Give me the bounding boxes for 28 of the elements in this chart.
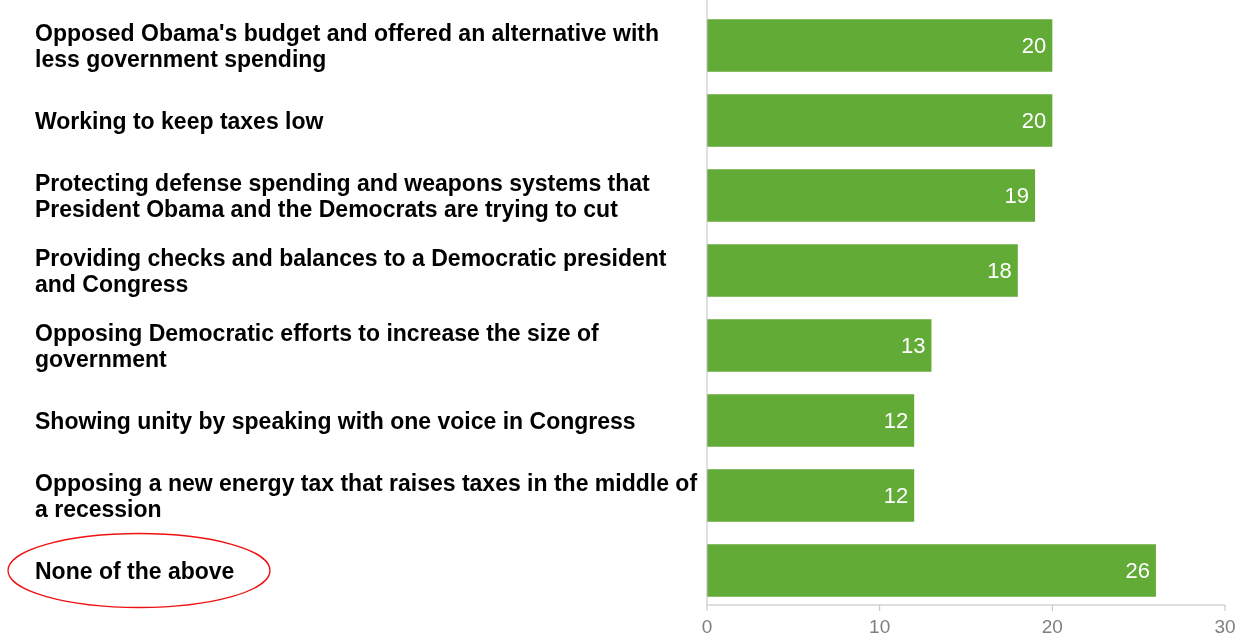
bar [707,244,1018,297]
bar [707,319,932,372]
data-label: 13 [900,333,926,359]
y-tick-label: Opposed Obama's budget and offered an alternative with less government spending [35,19,660,72]
bar [707,394,915,447]
bar [707,169,1036,222]
bar [707,544,1156,597]
data-label: 20 [1021,33,1047,59]
data-label: 18 [987,258,1012,284]
bar [707,469,915,522]
x-tick-label: 20 [1041,616,1063,637]
y-tick-label: Providing checks and balances to a Democratic president and Congress [35,244,667,297]
y-tick-label: None of the above [35,557,235,584]
y-tick-label: Working to keep taxes low [35,107,324,134]
data-label: 12 [883,483,909,509]
x-tick-label: 30 [1214,616,1236,637]
y-tick-label: Showing unity by speaking with one voice in Congress [35,407,636,434]
x-tick-label: 0 [701,616,713,637]
y-tick-label: Opposing a new energy tax that raises taxes in the middle of a recession [35,469,698,522]
y-tick-label: Protecting defense spending and weapons systems that President Obama and the Democrats are trying to cut [35,169,651,222]
bar [707,94,1053,147]
data-label: 12 [883,408,909,434]
data-label: 26 [1125,558,1150,584]
x-tick-label: 10 [869,616,891,637]
data-label: 20 [1021,108,1047,134]
bar [707,19,1053,72]
y-tick-label: Opposing Democratic efforts to increase the size of government [35,319,599,372]
data-label: 19 [1004,183,1030,209]
